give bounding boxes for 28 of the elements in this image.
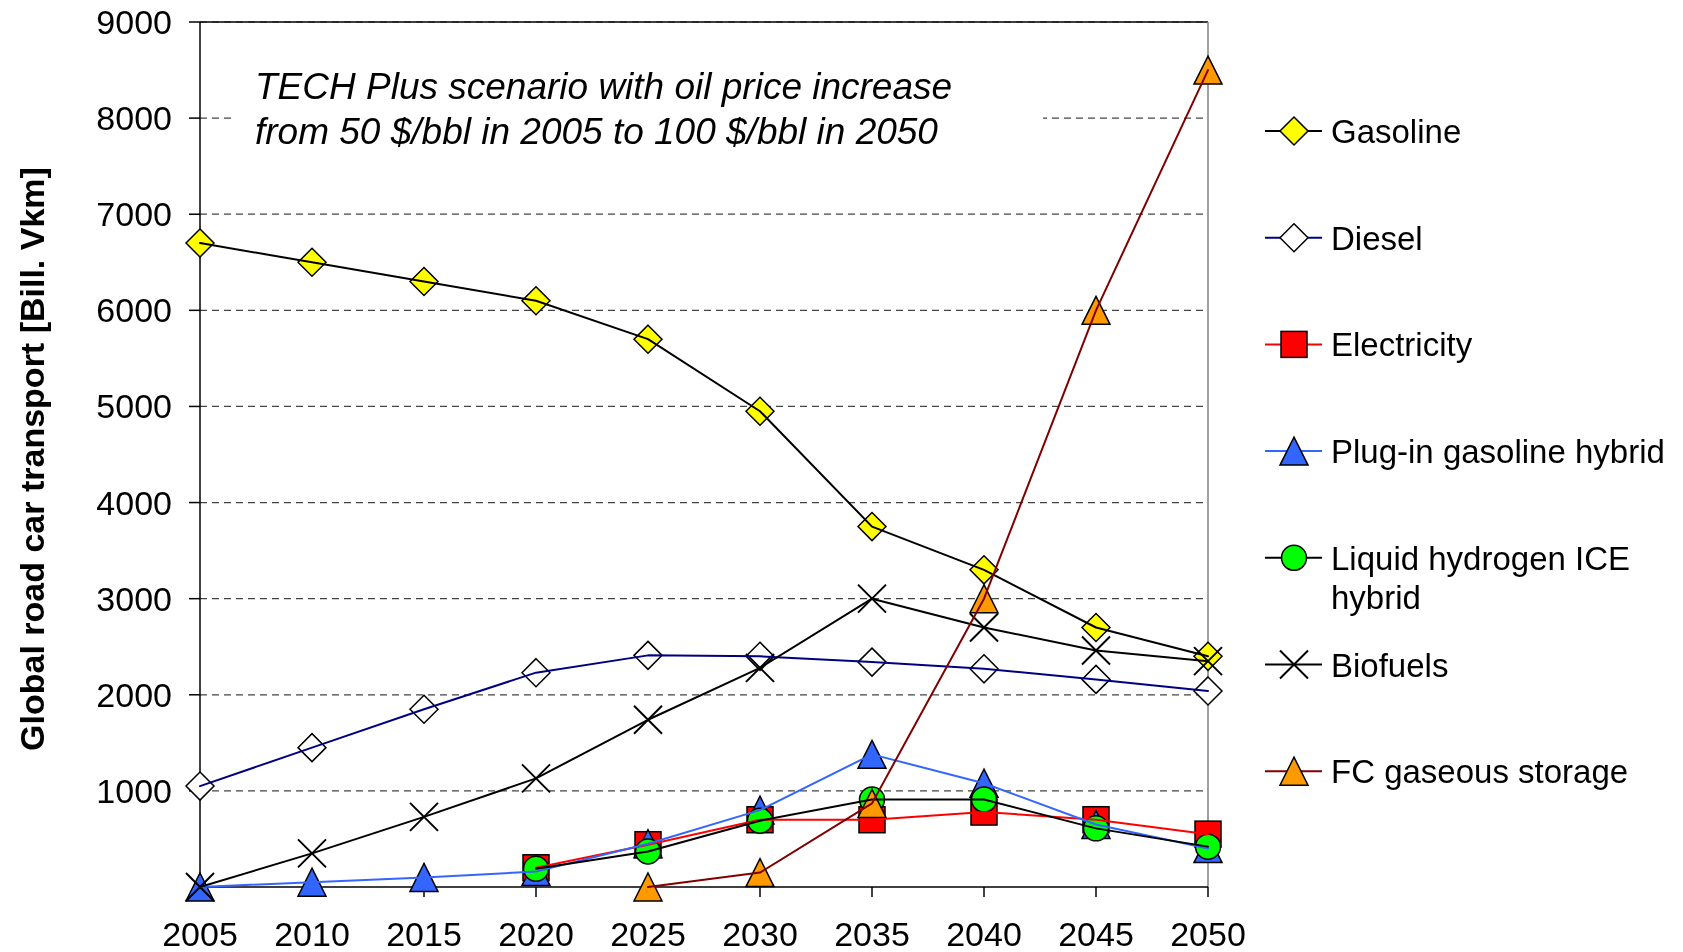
y-tick-label: 4000 [96,483,172,522]
y-tick-label: 1000 [96,771,172,810]
x-tick-label: 2020 [498,915,574,952]
annotation: TECH Plus scenario with oil price increase from 50 $/bbl in 2005 to 100 $/bbl in 2050 [255,66,953,152]
y-tick-label: 2000 [96,675,172,714]
x-tick-label: 2040 [946,915,1022,952]
y-axis-title: Global road car transport [Bill. Vkm] [13,167,51,751]
x-tick-label: 2045 [1058,915,1134,952]
y-tick-label: 9000 [96,3,172,41]
y-tick-label: 3000 [96,579,172,618]
legend-label: Gasoline [1331,113,1462,150]
x-tick-label: 2005 [162,915,238,952]
x-tick-label: 2025 [610,915,686,952]
x-tick-label: 2035 [834,915,910,952]
y-tick-label: 5000 [96,387,172,426]
x-tick-label: 2050 [1170,915,1246,952]
y-tick-label: 7000 [96,195,172,234]
legend-label: Plug-in gasoline hybrid [1331,433,1665,471]
legend-label: Diesel [1331,219,1423,257]
legend-label: Biofuels [1331,646,1449,684]
legend-label: FC gaseous storage [1331,753,1629,791]
legend-label: Liquid hydrogen ICE hybrid [1331,539,1631,616]
x-tick-label: 2015 [386,915,462,952]
legend-label: Electricity [1331,326,1473,364]
y-tick-label: 8000 [96,99,172,138]
x-tick-label: 2030 [722,915,798,952]
x-tick-label: 2010 [274,915,350,952]
y-tick-label: 6000 [96,291,172,330]
